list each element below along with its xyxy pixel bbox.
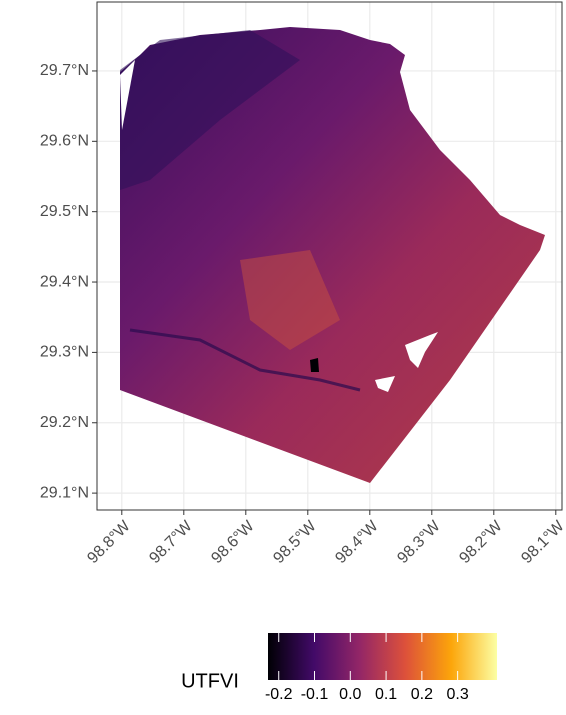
y-tick-label: 29.4°N bbox=[40, 273, 89, 290]
legend-title: UTFVI bbox=[181, 670, 239, 692]
x-tick-label: 98.4°W bbox=[332, 517, 382, 567]
y-tick-label: 29.7°N bbox=[40, 62, 89, 79]
colorbar-tick-label: 0.0 bbox=[339, 686, 361, 703]
colorbar-tick-label: 0.2 bbox=[411, 686, 433, 703]
x-tick-label: 98.7°W bbox=[146, 517, 196, 567]
x-tick-label: 98.5°W bbox=[270, 517, 320, 567]
x-tick-label: 98.6°W bbox=[208, 517, 258, 567]
colorbar-tick-label: -0.2 bbox=[265, 686, 293, 703]
y-tick-label: 29.1°N bbox=[40, 484, 89, 501]
x-tick-label: 98.2°W bbox=[456, 517, 506, 567]
y-tick-label: 29.6°N bbox=[40, 133, 89, 150]
colorbar bbox=[268, 633, 497, 680]
colorbar-tick-label: 0.1 bbox=[375, 686, 397, 703]
colorbar-tick-label: -0.1 bbox=[301, 686, 329, 703]
chart: UTFVI 98.8°W98.7°W98.6°W98.5°W98.4°W98.3… bbox=[0, 0, 566, 715]
x-tick-label: 98.1°W bbox=[518, 517, 566, 567]
y-tick-label: 29.5°N bbox=[40, 203, 89, 220]
y-tick-label: 29.2°N bbox=[40, 414, 89, 431]
x-tick-label: 98.3°W bbox=[394, 517, 444, 567]
x-tick-label: 98.8°W bbox=[84, 517, 134, 567]
colorbar-tick-label: 0.3 bbox=[447, 686, 469, 703]
y-tick-label: 29.3°N bbox=[40, 344, 89, 361]
